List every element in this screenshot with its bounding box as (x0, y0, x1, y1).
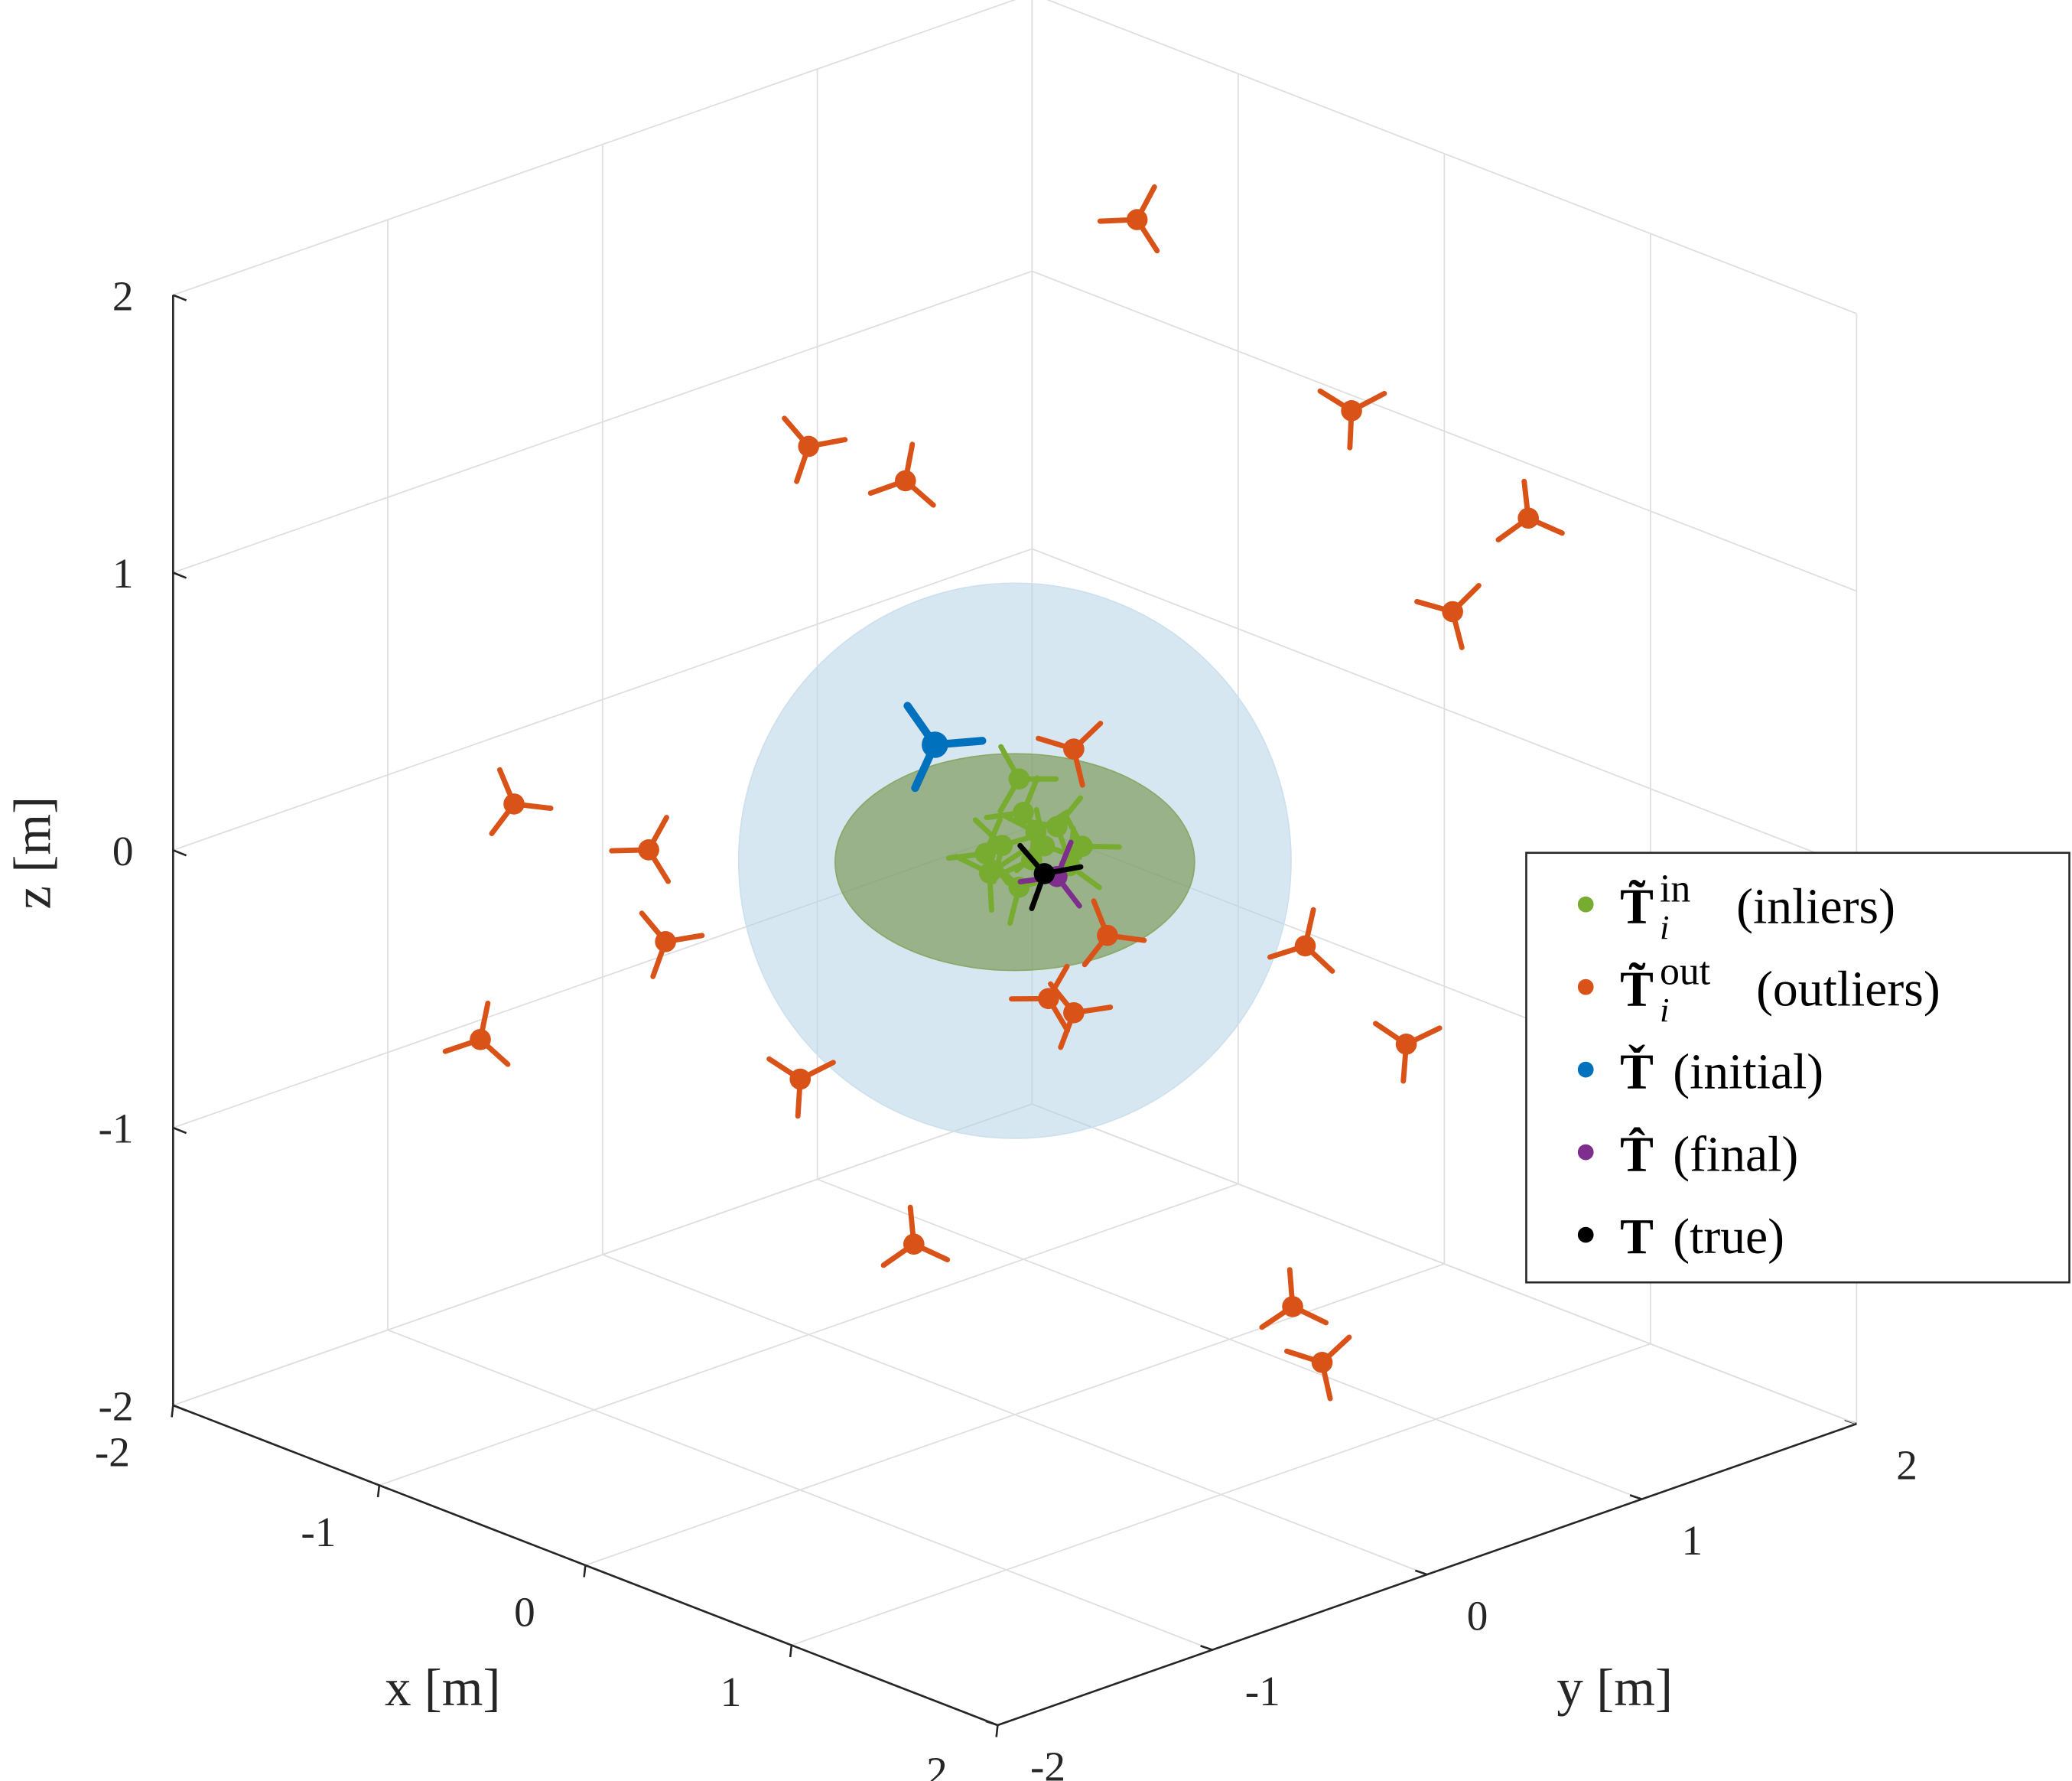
point (1038, 988, 1059, 1010)
x-tick (171, 1405, 174, 1418)
z-tick-label: -2 (98, 1383, 133, 1430)
z-axis-title: z [m] (3, 796, 62, 910)
grid-line (387, 1329, 1213, 1651)
x-axis-title: x [m] (385, 1658, 501, 1717)
legend-symbol: T̃ (1620, 961, 1654, 1017)
z-tick-label: 1 (112, 550, 134, 597)
legend-symbol: Ť (1620, 1044, 1654, 1099)
grid-line (1046, 0, 1857, 314)
z-tick (172, 571, 187, 579)
point (974, 842, 997, 864)
y-tick-label: 0 (1467, 1593, 1488, 1639)
ellipsoid (834, 753, 1195, 972)
point (798, 435, 820, 457)
grid-line (1032, 548, 1857, 870)
grid-line (817, 1178, 1642, 1500)
y-tick-label: -1 (1245, 1668, 1280, 1714)
x-tick-label: 1 (720, 1669, 742, 1715)
y-tick (1414, 1569, 1428, 1576)
z-tick-label: 0 (112, 828, 134, 874)
legend-label: (true) (1673, 1209, 1784, 1265)
point (1442, 601, 1463, 623)
legend-marker (1577, 1226, 1594, 1243)
point (503, 793, 525, 815)
point (894, 470, 916, 492)
legend-symbol: T̂ (1620, 1126, 1654, 1182)
z-tick (172, 849, 187, 857)
legend-sup: in (1660, 868, 1690, 911)
legend-sup: out (1660, 950, 1711, 994)
point (1097, 924, 1118, 946)
grid-line (1032, 270, 1857, 592)
legend (1525, 851, 2070, 1284)
grid-line (602, 1254, 1428, 1575)
point (1294, 935, 1316, 957)
legend-marker (1577, 1061, 1594, 1078)
y-tick-label: 2 (1896, 1442, 1917, 1489)
point (789, 1068, 812, 1090)
y-axis-title: y [m] (1556, 1658, 1673, 1717)
point (1341, 400, 1362, 422)
point (1072, 835, 1093, 858)
point (655, 931, 676, 952)
point (1013, 802, 1034, 823)
z-tick (172, 1126, 187, 1135)
point (1395, 1034, 1417, 1055)
x-tick (583, 1564, 587, 1578)
legend-label: (outliers) (1756, 961, 1940, 1017)
grid-line (173, 548, 1033, 851)
x-tick-label: -1 (301, 1509, 336, 1555)
grid-line (173, 270, 1033, 574)
grid-line (173, 1103, 1033, 1406)
legend-label: (initial) (1673, 1044, 1823, 1099)
x-tick-label: -2 (95, 1428, 130, 1475)
z-tick (172, 294, 187, 301)
marks (442, 184, 1565, 1402)
point (1008, 768, 1030, 790)
y-tick (1200, 1645, 1213, 1651)
point (1126, 209, 1148, 230)
grid-line (1032, 1103, 1857, 1424)
x-tick (376, 1485, 381, 1498)
legend-symbol: T̃ (1620, 878, 1654, 934)
point (991, 835, 1013, 856)
x-tick (789, 1645, 793, 1658)
x-axis (172, 1404, 998, 1727)
legend-marker (1577, 1144, 1594, 1161)
point (1033, 863, 1056, 884)
legend-marker (1577, 896, 1594, 913)
y-tick (1629, 1494, 1643, 1500)
y-tick-label: 1 (1681, 1517, 1703, 1564)
point (1311, 1352, 1333, 1373)
y-tick-label: -2 (1030, 1744, 1065, 1781)
point (470, 1028, 491, 1050)
x-tick-label: 0 (514, 1588, 535, 1635)
legend-sub: i (1660, 991, 1669, 1029)
grid-line (173, 0, 1016, 296)
point (922, 731, 948, 758)
legend-symbol: T (1620, 1209, 1654, 1265)
z-tick-label: 2 (112, 272, 134, 319)
legend-label: (inliers) (1736, 878, 1895, 934)
x-tick (995, 1724, 999, 1737)
point (903, 1233, 925, 1255)
z-tick-label: -1 (98, 1105, 133, 1152)
point (1517, 507, 1540, 529)
point (1025, 821, 1047, 843)
legend-label: (final) (1673, 1126, 1798, 1182)
x-tick-label: 2 (926, 1749, 948, 1781)
legend-sub: i (1660, 908, 1669, 946)
point (1282, 1296, 1303, 1317)
point (1063, 738, 1085, 760)
point (1063, 1001, 1085, 1024)
legend-marker (1577, 978, 1594, 995)
point (638, 839, 659, 861)
y-axis (997, 1422, 1857, 1727)
